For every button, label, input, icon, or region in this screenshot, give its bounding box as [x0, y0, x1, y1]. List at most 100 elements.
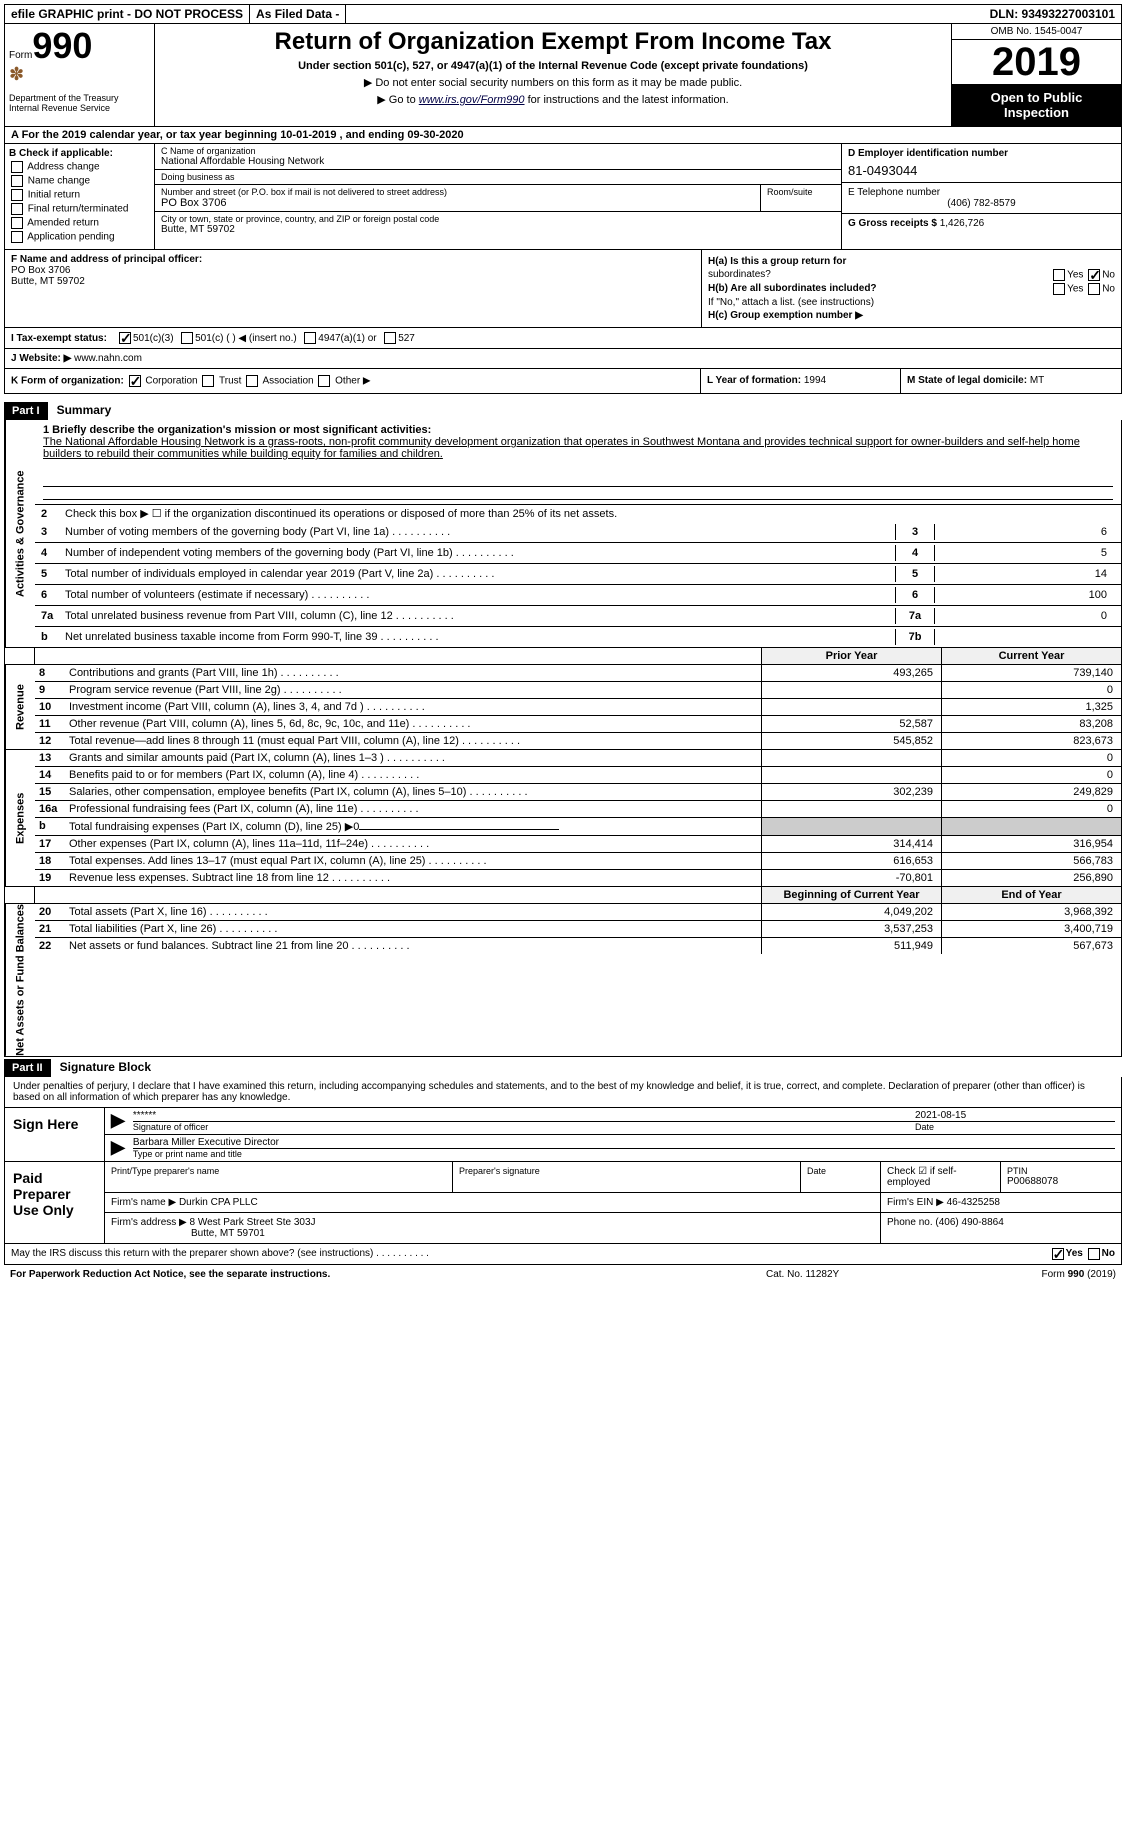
tax-501c[interactable] [181, 332, 193, 344]
sign-here-label: Sign Here [5, 1108, 105, 1161]
form-note2: ▶ Go to www.irs.gov/Form990 for instruct… [159, 93, 947, 106]
bottom-footer: For Paperwork Reduction Act Notice, see … [4, 1265, 1122, 1284]
org-assoc[interactable] [246, 375, 258, 387]
section-e: E Telephone number (406) 782-8579 [842, 183, 1121, 214]
section-j: J Website: ▶ www.nahn.com [4, 349, 1122, 369]
begin-end-header: Beginning of Current Year End of Year [5, 886, 1121, 903]
self-employed-check[interactable]: Check ☑ if self-employed [881, 1162, 1001, 1192]
check-initial-return[interactable]: Initial return [9, 189, 150, 201]
governance-line: bNet unrelated business taxable income f… [35, 626, 1121, 647]
current-year-header: Current Year [941, 648, 1121, 664]
arrow-icon: ▶ [111, 1110, 125, 1132]
financial-line: 20Total assets (Part X, line 16)4,049,20… [35, 904, 1121, 920]
financial-line: 14Benefits paid to or for members (Part … [35, 766, 1121, 783]
ein-value: 81-0493044 [848, 163, 1115, 178]
financial-line: 9Program service revenue (Part VIII, lin… [35, 681, 1121, 698]
begin-year-header: Beginning of Current Year [761, 887, 941, 903]
section-c: C Name of organization National Affordab… [155, 144, 841, 249]
check-application-pending[interactable]: Application pending [9, 231, 150, 243]
dba-row: Doing business as [155, 170, 841, 185]
city-value: Butte, MT 59702 [161, 224, 835, 235]
sig-name-label: Type or print name and title [133, 1148, 1115, 1159]
omb-number: OMB No. 1545-0047 [952, 24, 1121, 40]
section-i: I Tax-exempt status: 501(c)(3) 501(c) ( … [4, 328, 1122, 349]
room-label: Room/suite [767, 187, 835, 197]
discuss-yes[interactable] [1052, 1248, 1064, 1260]
tax-501c3[interactable] [119, 332, 131, 344]
tax-527[interactable] [384, 332, 396, 344]
revenue-section: Revenue 8Contributions and grants (Part … [5, 664, 1121, 749]
governance-line: 4Number of independent voting members of… [35, 542, 1121, 563]
hb-label: H(b) Are all subordinates included? [708, 283, 877, 294]
officer-group-block: F Name and address of principal officer:… [4, 250, 1122, 328]
officer-label: F Name and address of principal officer: [11, 254, 695, 265]
hb-no[interactable] [1088, 283, 1100, 295]
discuss-no[interactable] [1088, 1248, 1100, 1260]
form-right-block: OMB No. 1545-0047 2019 Open to Public In… [951, 24, 1121, 126]
sig-officer-row: ▶ ****** Signature of officer 2021-08-15… [105, 1108, 1121, 1135]
part1-header-row: Part I Summary [4, 402, 1122, 420]
governance-line: 6Total number of volunteers (estimate if… [35, 584, 1121, 605]
sig-date: 2021-08-15 [915, 1110, 1115, 1121]
irs-link[interactable]: www.irs.gov/Form990 [419, 94, 525, 106]
section-l: L Year of formation: 1994 [701, 369, 901, 393]
governance-line: 3Number of voting members of the governi… [35, 522, 1121, 542]
paperwork-notice: For Paperwork Reduction Act Notice, see … [10, 1269, 766, 1280]
street-value: PO Box 3706 [161, 197, 754, 209]
ein-label: D Employer identification number [848, 148, 1115, 159]
ha-no[interactable] [1088, 269, 1100, 281]
section-m: M State of legal domicile: MT [901, 369, 1121, 393]
preparer-row-2: Firm's name ▶ Durkin CPA PLLC Firm's EIN… [105, 1193, 1121, 1213]
check-amended-return[interactable]: Amended return [9, 217, 150, 229]
phone-label: E Telephone number [848, 187, 1115, 198]
header-info-block: B Check if applicable: Address change Na… [4, 144, 1122, 250]
dln: DLN: 93493227003101 [984, 5, 1121, 23]
check-name-change[interactable]: Name change [9, 175, 150, 187]
cat-no: Cat. No. 11282Y [766, 1269, 966, 1280]
part2-header-row: Part II Signature Block [4, 1059, 1122, 1077]
ptin-value: P00688078 [1007, 1176, 1115, 1187]
ha-yes[interactable] [1053, 269, 1065, 281]
street-label: Number and street (or P.O. box if mail i… [161, 187, 754, 197]
officer-addr1: PO Box 3706 [11, 265, 695, 276]
discuss-text: May the IRS discuss this return with the… [11, 1248, 1050, 1259]
city-row: City or town, state or province, country… [155, 212, 841, 237]
firm-phone: (406) 490-8864 [935, 1217, 1003, 1228]
section-de: D Employer identification number 81-0493… [841, 144, 1121, 249]
sig-name-row: ▶ Barbara Miller Executive Director Type… [105, 1135, 1121, 1161]
financial-line: 13Grants and similar amounts paid (Part … [35, 750, 1121, 766]
arrow-icon: ▶ [111, 1137, 125, 1159]
top-header: efile GRAPHIC print - DO NOT PROCESS As … [4, 4, 1122, 24]
financial-line: 16aProfessional fundraising fees (Part I… [35, 800, 1121, 817]
sig-date-label: Date [915, 1121, 1115, 1132]
sig-stars: ****** [133, 1110, 915, 1121]
preparer-label: Paid Preparer Use Only [5, 1162, 105, 1243]
check-final-return[interactable]: Final return/terminated [9, 203, 150, 215]
org-other[interactable] [318, 375, 330, 387]
check-address-change[interactable]: Address change [9, 161, 150, 173]
section-klm: K Form of organization: Corporation Trus… [4, 369, 1122, 394]
preparer-row-3: Firm's address ▶ 8 West Park Street Ste … [105, 1213, 1121, 1243]
dept-label: Department of the Treasury Internal Reve… [9, 93, 150, 113]
ha-label: H(a) Is this a group return for [708, 256, 846, 267]
org-corp[interactable] [129, 375, 141, 387]
tax-4947[interactable] [304, 332, 316, 344]
expenses-section: Expenses 13Grants and similar amounts pa… [5, 749, 1121, 886]
section-f: F Name and address of principal officer:… [5, 250, 701, 327]
hb-yes[interactable] [1053, 283, 1065, 295]
form-title-block: Return of Organization Exempt From Incom… [155, 24, 951, 126]
hc-note: If "No," attach a list. (see instruction… [708, 297, 1115, 308]
part1-header: Part I [4, 402, 48, 420]
inspection-notice: Open to Public Inspection [952, 84, 1121, 126]
section-h: H(a) Is this a group return for subordin… [701, 250, 1121, 327]
part2-title: Signature Block [60, 1060, 151, 1074]
financial-line: bTotal fundraising expenses (Part IX, co… [35, 817, 1121, 835]
tax-year: 2019 [952, 40, 1121, 84]
phone-value: (406) 782-8579 [848, 198, 1115, 209]
gross-label: G Gross receipts $ [848, 218, 937, 229]
mission-text: The National Affordable Housing Network … [43, 436, 1080, 460]
revenue-side-label: Revenue [5, 665, 35, 749]
signature-block: Under penalties of perjury, I declare th… [4, 1077, 1122, 1162]
financial-line: 12Total revenue—add lines 8 through 11 (… [35, 732, 1121, 749]
org-trust[interactable] [202, 375, 214, 387]
